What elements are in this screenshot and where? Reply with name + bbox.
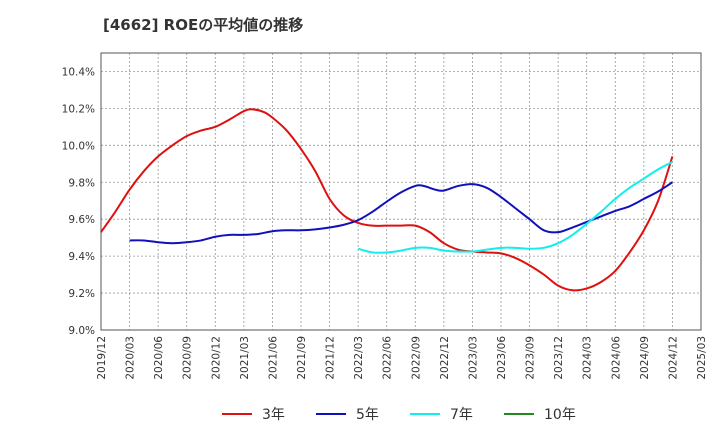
x-tick-label: 2023/03 (467, 336, 479, 380)
x-tick-label: 2022/12 (439, 336, 451, 380)
chart-title: [4662] ROEの平均値の推移 (103, 16, 304, 34)
y-tick-label: 9.2% (68, 288, 95, 300)
x-tick-label: 2019/12 (96, 336, 108, 380)
x-tick-label: 2023/12 (553, 336, 565, 380)
y-tick-label: 9.6% (68, 214, 95, 226)
x-tick-label: 2023/09 (525, 336, 537, 380)
y-tick-label: 9.4% (68, 251, 95, 263)
x-axis-ticks: 2019/12 2020/03 2020/06 2020/09 2020/12 2021/… (96, 336, 708, 380)
legend: 3年 5年 7年 10年 (222, 407, 576, 423)
x-tick-label: 2020/06 (153, 336, 165, 380)
x-tick-label: 2022/06 (382, 336, 394, 380)
x-tick-label: 2024/12 (667, 336, 679, 380)
x-tick-label: 2021/12 (325, 336, 337, 380)
legend-label-3: 10年 (544, 407, 576, 423)
x-tick-label: 2020/12 (210, 336, 222, 380)
series-line-2 (357, 161, 673, 254)
x-tick-label: 2024/06 (610, 336, 622, 380)
x-tick-label: 2020/09 (182, 336, 194, 380)
series-line-0 (100, 108, 674, 292)
x-tick-label: 2025/03 (696, 336, 708, 380)
x-tick-label: 2024/09 (639, 336, 651, 380)
x-tick-label: 2020/03 (125, 336, 137, 380)
x-tick-label: 2023/06 (496, 336, 508, 380)
y-axis-ticks: 9.0% 9.2% 9.4% 9.6% 9.8% 10.0% 10.2% 10.4% (62, 66, 95, 337)
legend-label-1: 5年 (356, 407, 379, 423)
x-tick-label: 2024/03 (582, 336, 594, 380)
y-tick-label: 10.4% (62, 66, 95, 78)
legend-label-0: 3年 (262, 407, 285, 423)
y-tick-label: 9.0% (68, 325, 95, 337)
x-tick-label: 2021/03 (239, 336, 251, 380)
y-tick-label: 9.8% (68, 177, 95, 189)
x-tick-label: 2021/06 (267, 336, 279, 380)
series-layer (100, 108, 674, 292)
series-line-1 (129, 181, 673, 245)
y-tick-label: 10.2% (62, 103, 95, 115)
legend-label-2: 7年 (450, 407, 473, 423)
plot-frame (100, 52, 702, 331)
y-tick-label: 10.0% (62, 140, 95, 152)
x-tick-label: 2021/09 (296, 336, 308, 380)
x-tick-label: 2022/09 (410, 336, 422, 380)
x-tick-label: 2022/03 (353, 336, 365, 380)
